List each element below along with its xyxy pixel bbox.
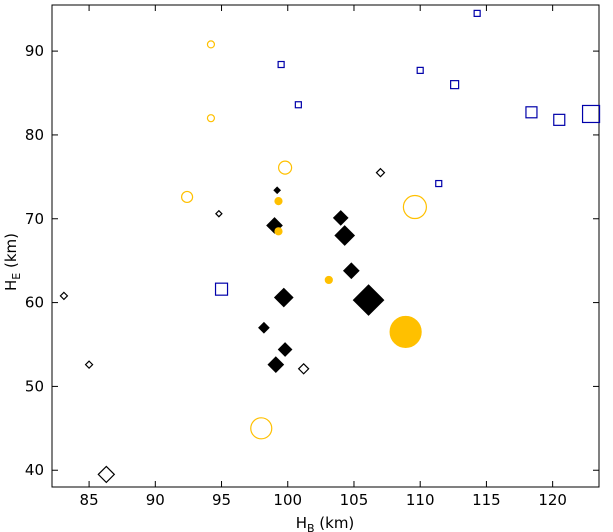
circle-point — [274, 197, 283, 206]
x-tick-label: 110 — [406, 491, 435, 509]
diamond-point — [267, 356, 285, 373]
x-tick-label: 105 — [340, 491, 369, 509]
x-tick-label: 90 — [146, 491, 165, 509]
circle-point — [402, 194, 428, 220]
plot-area-frame — [51, 4, 600, 488]
diamond-point — [297, 362, 310, 375]
diamond-point — [332, 210, 349, 226]
circle-point — [274, 227, 283, 236]
diamond-point — [352, 284, 385, 316]
x-tick-label: 115 — [472, 491, 501, 509]
square-point — [473, 9, 481, 17]
circle-point — [206, 114, 216, 123]
diamond-point — [59, 291, 69, 301]
diamond-point — [97, 465, 116, 484]
y-tick-label: 50 — [25, 377, 44, 395]
square-point — [553, 113, 566, 126]
circle-point — [250, 417, 273, 440]
square-point — [435, 179, 443, 188]
circle-point — [278, 160, 293, 175]
x-tick-label: 95 — [212, 491, 231, 509]
y-tick-label: 70 — [25, 210, 44, 228]
circle-point — [324, 275, 333, 285]
x-tick-label: 120 — [538, 491, 567, 509]
axis-ticks: 85 90 95 100 105 110 115 120 40 50 60 70 80 90 — [25, 5, 599, 509]
circle-point — [206, 40, 216, 49]
y-tick-label: 80 — [25, 126, 44, 144]
square-point — [581, 104, 601, 124]
diamond-point — [84, 360, 94, 369]
x-tick-label: 100 — [273, 491, 302, 509]
y-tick-label: 40 — [25, 461, 44, 479]
diamond-point — [277, 342, 293, 357]
diamond-point — [273, 287, 294, 308]
square-point — [450, 80, 460, 90]
y-axis-label: HE (km) — [2, 233, 23, 291]
y-tick-label: 90 — [25, 42, 44, 60]
y-tick-label: 60 — [25, 294, 44, 312]
square-point — [294, 101, 302, 109]
x-tick-label: 85 — [80, 491, 99, 509]
diamond-point — [215, 209, 223, 218]
diamond-point — [334, 225, 356, 246]
square-point — [214, 282, 229, 296]
square-point — [416, 66, 424, 74]
square-point — [277, 60, 285, 69]
x-axis-label: HB (km) — [296, 514, 355, 532]
diamond-point — [375, 167, 386, 178]
data-points — [59, 9, 601, 484]
circle-point — [389, 315, 422, 349]
square-point — [525, 106, 538, 119]
circle-point — [180, 190, 194, 204]
diamond-point — [342, 262, 360, 280]
diamond-point — [258, 321, 270, 334]
diamond-point — [273, 186, 282, 195]
